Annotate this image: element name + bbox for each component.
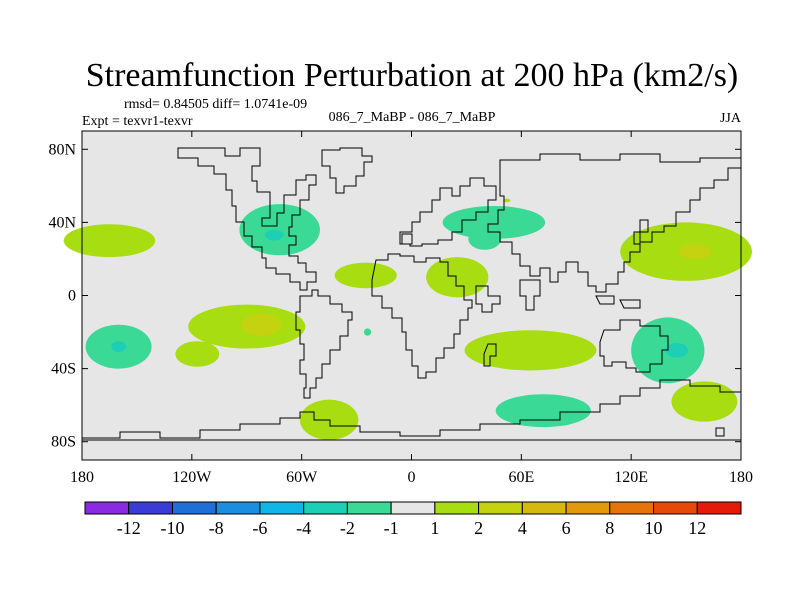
- colorbar-label: -1: [384, 518, 399, 538]
- coast-maritime: [595, 295, 641, 309]
- stats-line: rmsd= 0.84505 diff= 1.0741e-09: [124, 97, 307, 112]
- colorbar-swatch: [434, 501, 480, 515]
- colorbar-swatch: [609, 501, 655, 515]
- coast-caspian: [401, 233, 413, 245]
- y-axis-ticks: 80N 40N 0 40S 80S: [48, 141, 741, 451]
- contour-region-dateline-north-high: [63, 224, 156, 258]
- y-tick-label: 40S: [51, 361, 76, 378]
- y-tick-label: 40N: [48, 214, 76, 231]
- map-background: [82, 131, 741, 460]
- coast-south-america: [295, 289, 353, 399]
- contour-region-n-atlantic-low: [239, 204, 320, 256]
- contour-region-s-atlantic-dot: [363, 328, 372, 336]
- coast-antarctica: [81, 379, 742, 441]
- y-tick-label: 0: [68, 288, 76, 305]
- case-label: 086_7_MaBP - 086_7_MaBP: [329, 110, 496, 125]
- colorbar-swatch: [390, 501, 436, 515]
- coast-s-georgia: [715, 427, 725, 437]
- coast-australia: [599, 319, 669, 373]
- colorbar-swatch: [128, 501, 173, 515]
- contour-region-s-indian-low: [495, 394, 591, 428]
- colorbar-swatch: [215, 501, 261, 515]
- x-tick-label: 180: [729, 469, 753, 486]
- coast-india: [519, 279, 541, 311]
- contour-region-s-pacific-east-high: [671, 381, 738, 422]
- contour-region-sw-pacific-low-core: [111, 341, 126, 353]
- x-axis-ticks: 180 120W 60W 0 60E 120E 180: [70, 131, 753, 486]
- colorbar-label: 2: [474, 518, 483, 538]
- contour-region-s-pacific-small-high: [175, 341, 220, 367]
- contour-region-atlantic-central-high: [334, 262, 397, 289]
- colorbar-swatch: [478, 501, 523, 515]
- coast-africa: [371, 253, 473, 379]
- colorbar-label: -8: [209, 518, 224, 538]
- map-panel: 180 120W 60W 0 60E 120E 180 80N 40N 0 40S 80S: [48, 130, 753, 486]
- x-tick-label: 120E: [614, 469, 648, 486]
- contour-region-se-pacific-high-core: [241, 313, 282, 336]
- colorbar-swatch: [565, 501, 611, 515]
- contour-region-mideast-high: [426, 257, 489, 298]
- x-tick-label: 180: [70, 469, 94, 486]
- coastlines: [81, 147, 742, 441]
- coast-japan: [633, 219, 649, 245]
- colorbar-swatch: [346, 501, 392, 515]
- contour-region-w-pacific-north-high-core: [678, 244, 712, 259]
- coast-north-america: [177, 147, 317, 291]
- colorbar-swatch: [259, 501, 305, 515]
- colorbar-label: -10: [160, 518, 184, 538]
- chart-title: Streamfunction Perturbation at 200 hPa (…: [86, 57, 739, 94]
- colorbar-swatch: [521, 501, 567, 515]
- coast-arabia: [475, 285, 501, 313]
- contour-region-australia-east-low-core: [665, 343, 688, 358]
- colorbar-label: 8: [605, 518, 614, 538]
- x-tick-label: 60W: [286, 469, 318, 486]
- colorbar-label: 4: [518, 518, 527, 538]
- season-label: JJA: [720, 111, 742, 126]
- experiment-label: Expt = texvr1-texvr: [82, 114, 193, 129]
- colorbar-label: -4: [296, 518, 311, 538]
- y-tick-label: 80S: [51, 434, 76, 451]
- colorbar-label: -2: [340, 518, 355, 538]
- colorbar-label: 10: [645, 518, 663, 538]
- colorbar-labels: -12 -10 -8 -6 -4 -2 -1 1 2 4 6 8 10 12: [117, 518, 707, 538]
- contour-region-russia-low: [503, 198, 511, 203]
- colorbar-label: -6: [252, 518, 267, 538]
- x-tick-label: 120W: [172, 469, 212, 486]
- x-tick-label: 60E: [508, 469, 534, 486]
- contour-regions: [63, 198, 752, 440]
- colorbar-swatch: [696, 501, 742, 515]
- y-tick-label: 80N: [48, 141, 76, 158]
- colorbar-label: 1: [430, 518, 439, 538]
- contour-region-n-atlantic-low-core: [265, 229, 284, 241]
- colorbar-swatch: [84, 501, 130, 515]
- colorbar-swatch: [303, 501, 348, 515]
- x-tick-label: 0: [408, 469, 416, 486]
- colorbar-label: -12: [117, 518, 141, 538]
- coast-greenland: [321, 147, 373, 194]
- colorbar-label: 6: [562, 518, 571, 538]
- coast-europe: [399, 177, 497, 247]
- contour-region-asia-north-low: [442, 205, 546, 239]
- colorbar-swatch: [653, 501, 698, 515]
- colorbar-swatch: [171, 501, 217, 515]
- contour-region-indian-ocean-high: [464, 330, 597, 371]
- coast-madagascar: [483, 343, 497, 367]
- colorbar-label: 12: [688, 518, 706, 538]
- colorbar: [84, 501, 742, 515]
